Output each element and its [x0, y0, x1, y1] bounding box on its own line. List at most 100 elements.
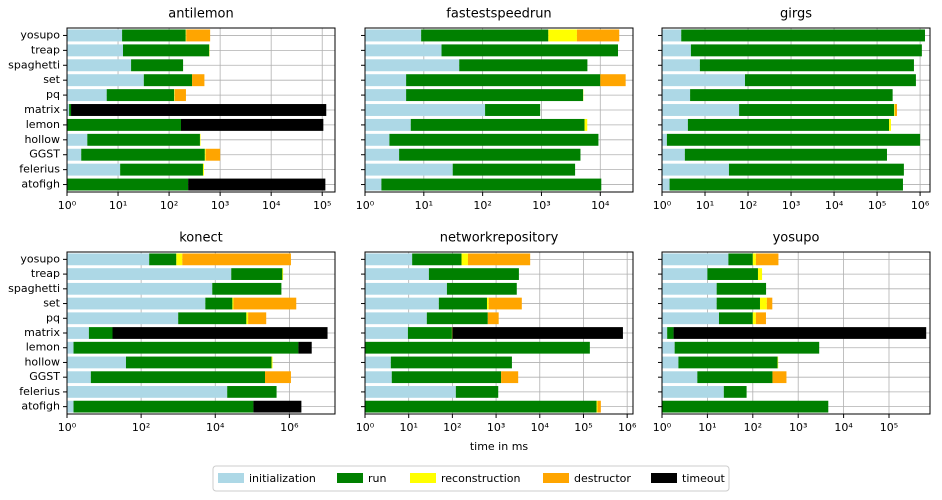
bar-segment	[67, 164, 120, 176]
bar-segment	[453, 164, 575, 176]
bar-segment	[600, 74, 625, 86]
y-tick-label: spaghetti	[8, 58, 60, 71]
y-tick-label: lemon	[26, 341, 60, 354]
x-tick-label: 10¹	[415, 199, 433, 212]
bar-segment	[107, 89, 174, 101]
bar-segment	[756, 253, 779, 265]
bar-segment	[690, 89, 893, 101]
bar-segment	[662, 89, 690, 101]
bar-segment	[203, 164, 204, 176]
bar-segment	[365, 283, 447, 295]
y-tick-label: atofigh	[21, 178, 60, 191]
bar-segment	[389, 134, 598, 146]
bar-segment	[67, 44, 123, 56]
bar-segment	[365, 386, 456, 398]
bar-segment	[667, 327, 673, 339]
legend-label: initialization	[249, 472, 316, 485]
bar-segment	[662, 134, 667, 146]
bar-segment	[200, 134, 201, 146]
bar-segment	[548, 29, 577, 41]
x-tick-label: 10¹	[109, 199, 127, 212]
x-tick-label: 10⁴	[206, 421, 225, 434]
bar-segment	[662, 119, 688, 131]
bar-segment	[365, 134, 389, 146]
bar-segment	[456, 386, 498, 398]
bar-segment	[778, 357, 779, 369]
x-tick-label: 10³	[211, 199, 229, 212]
y-tick-label: felerius	[19, 163, 60, 176]
bar-segment	[174, 89, 175, 101]
bar-segment	[675, 342, 820, 354]
bar-segment	[253, 401, 301, 413]
bar-segment	[89, 327, 113, 339]
bar-segment	[71, 104, 326, 116]
bar-segment	[232, 298, 233, 310]
bar-segment	[181, 119, 323, 131]
bar-segment	[67, 253, 149, 265]
bar-segment	[462, 253, 468, 265]
bar-segment	[69, 104, 71, 116]
x-tick-label: 10⁰	[653, 421, 672, 434]
bar-segment	[365, 74, 406, 86]
x-tick-label: 10¹	[698, 421, 716, 434]
x-tick-label: 10⁴	[834, 421, 853, 434]
bar-segment	[67, 29, 122, 41]
bar-segment	[178, 312, 246, 324]
bar-segment	[681, 29, 925, 41]
bar-segment	[700, 59, 914, 71]
bar-segment	[67, 134, 87, 146]
x-tick-label: 10²	[744, 421, 762, 434]
bar-segment	[421, 29, 548, 41]
y-tick-label: matrix	[24, 326, 60, 339]
legend-label: run	[368, 472, 386, 485]
bar-segment	[67, 149, 81, 161]
bar-segment	[365, 164, 453, 176]
x-tick-label: 10⁶	[618, 421, 637, 434]
bar-segment	[231, 268, 282, 280]
bar-segment	[392, 371, 501, 383]
bar-segment	[67, 179, 188, 191]
x-tick-label: 10⁴	[262, 199, 281, 212]
y-tick-label: treap	[31, 43, 60, 56]
bar-segment	[895, 104, 897, 116]
bar-segment	[365, 59, 459, 71]
bar-segment	[889, 119, 891, 131]
bar-segment	[67, 312, 178, 324]
bar-segment	[429, 268, 519, 280]
bar-segment	[662, 401, 828, 413]
bar-segment	[662, 371, 697, 383]
x-tick-label: 10⁵	[880, 421, 898, 434]
subplot-title: konect	[179, 231, 223, 246]
bar-segment	[719, 312, 753, 324]
bar-segment	[192, 74, 204, 86]
bar-segment	[667, 134, 920, 146]
bar-segment	[67, 298, 205, 310]
x-tick-label: 10²	[132, 421, 150, 434]
bar-segment	[685, 149, 887, 161]
bar-segment	[365, 298, 439, 310]
bar-segment	[67, 119, 181, 131]
bar-segment	[753, 312, 756, 324]
bar-segment	[662, 342, 675, 354]
x-tick-label: 10³	[782, 199, 800, 212]
bar-segment	[485, 104, 540, 116]
x-tick-label: 10⁵	[574, 421, 592, 434]
y-tick-label: felerius	[19, 385, 60, 398]
bar-segment	[365, 44, 442, 56]
bar-segment	[674, 327, 927, 339]
bar-segment	[772, 371, 786, 383]
x-tick-label: 10⁶	[911, 199, 930, 212]
bar-segment	[365, 401, 597, 413]
x-tick-label: 10³	[789, 421, 807, 434]
y-tick-label: yosupo	[20, 252, 60, 265]
bar-segment	[87, 134, 200, 146]
bar-segment	[662, 149, 685, 161]
bar-segment	[67, 283, 212, 295]
x-tick-label: 10¹	[696, 199, 714, 212]
bar-segment	[365, 179, 381, 191]
bar-segment	[717, 283, 766, 295]
bar-segment	[662, 327, 667, 339]
x-tick-label: 10⁵	[313, 199, 331, 212]
bar-segment	[697, 371, 772, 383]
y-tick-label: treap	[31, 267, 60, 280]
